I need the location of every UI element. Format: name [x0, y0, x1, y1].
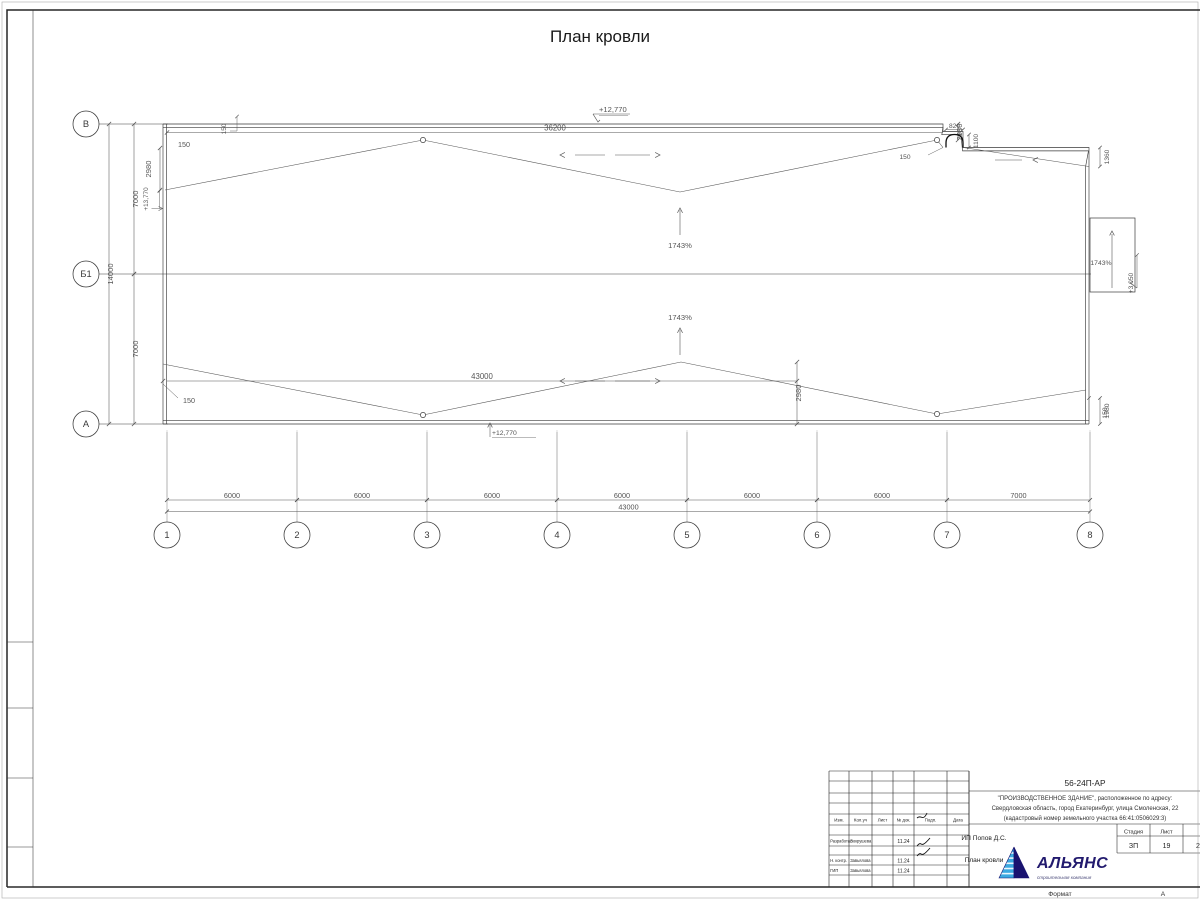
svg-text:6000: 6000 [744, 491, 760, 500]
svg-text:6000: 6000 [224, 491, 240, 500]
svg-text:ГИП: ГИП [830, 868, 838, 873]
svg-text:Стадия: Стадия [1124, 830, 1143, 836]
svg-text:строительная компания: строительная компания [1037, 875, 1092, 880]
svg-text:6000: 6000 [614, 491, 630, 500]
svg-text:(кадастровый номер земельного: (кадастровый номер земельного участка 66… [1004, 815, 1167, 822]
svg-text:1743%: 1743% [668, 313, 692, 322]
svg-text:43000: 43000 [618, 503, 638, 512]
svg-text:56-24П-АР: 56-24П-АР [1064, 778, 1105, 788]
svg-text:Б1: Б1 [80, 269, 91, 279]
svg-text:"ПРОИЗВОДСТВЕННОЕ ЗДАНИЕ", рас: "ПРОИЗВОДСТВЕННОЕ ЗДАНИЕ", расположенное… [998, 796, 1173, 802]
svg-text:ИП Попов Д.С.: ИП Попов Д.С. [961, 835, 1006, 842]
svg-text:150: 150 [178, 140, 190, 149]
svg-text:+13,770: +13,770 [143, 187, 150, 211]
svg-text:+3,050: +3,050 [1128, 272, 1135, 293]
svg-text:Лист: Лист [878, 818, 888, 823]
svg-text:1360: 1360 [1104, 149, 1111, 164]
svg-text:2980: 2980 [144, 161, 153, 178]
svg-text:11.24: 11.24 [897, 868, 909, 874]
svg-text:1743%: 1743% [1090, 260, 1111, 267]
svg-text:6000: 6000 [354, 491, 370, 500]
svg-text:7000: 7000 [1010, 491, 1026, 500]
svg-text:А: А [83, 419, 90, 429]
svg-text:В: В [83, 119, 89, 129]
svg-text:5: 5 [684, 530, 689, 540]
svg-text:А: А [1161, 891, 1166, 898]
svg-text:6000: 6000 [874, 491, 890, 500]
svg-text:8: 8 [1087, 530, 1092, 540]
svg-text:7: 7 [944, 530, 949, 540]
svg-text:36200: 36200 [544, 123, 566, 132]
svg-text:1100: 1100 [973, 134, 980, 149]
svg-text:7000: 7000 [131, 191, 140, 208]
svg-text:1: 1 [164, 530, 169, 540]
svg-text:Завьялова: Завьялова [850, 858, 871, 863]
svg-text:14000: 14000 [106, 263, 115, 284]
svg-text:1743%: 1743% [668, 241, 692, 250]
svg-text:820: 820 [949, 123, 960, 130]
svg-text:Дата: Дата [953, 818, 963, 823]
svg-text:11.24: 11.24 [897, 839, 909, 845]
svg-text:№ док.: № док. [896, 818, 910, 823]
svg-text:Лист: Лист [1160, 830, 1173, 836]
svg-text:2980: 2980 [794, 385, 803, 402]
svg-text:150: 150 [899, 154, 910, 161]
svg-text:План кровли: План кровли [965, 857, 1004, 864]
svg-text:19: 19 [1163, 843, 1171, 850]
svg-text:150: 150 [1102, 407, 1109, 419]
svg-text:Изм.: Изм. [834, 818, 843, 823]
svg-text:Формат: Формат [1048, 891, 1071, 898]
svg-text:+12,770: +12,770 [492, 430, 517, 437]
svg-text:План кровли: План кровли [550, 27, 650, 46]
svg-text:150: 150 [183, 396, 195, 405]
svg-text:6000: 6000 [484, 491, 500, 500]
svg-text:ЗП: ЗП [1129, 843, 1138, 850]
svg-text:43000: 43000 [471, 372, 493, 381]
svg-text:Вокрушева: Вокрушева [850, 839, 872, 844]
svg-text:150: 150 [221, 123, 228, 134]
svg-text:Н. контр.: Н. контр. [830, 858, 847, 863]
svg-text:Подп.: Подп. [925, 818, 937, 823]
svg-text:+12,770: +12,770 [599, 105, 627, 114]
svg-text:Завьялова: Завьялова [850, 868, 871, 873]
svg-text:АЛЬЯНС: АЛЬЯНС [1036, 855, 1108, 872]
svg-text:11.24: 11.24 [897, 858, 909, 864]
svg-text:2: 2 [294, 530, 299, 540]
svg-text:Свердловская область, город Ек: Свердловская область, город Екатеринбург… [992, 806, 1180, 812]
svg-text:6: 6 [814, 530, 819, 540]
svg-text:3: 3 [424, 530, 429, 540]
svg-text:4: 4 [554, 530, 559, 540]
svg-text:7000: 7000 [131, 341, 140, 358]
svg-text:Кол.уч: Кол.уч [854, 818, 867, 823]
